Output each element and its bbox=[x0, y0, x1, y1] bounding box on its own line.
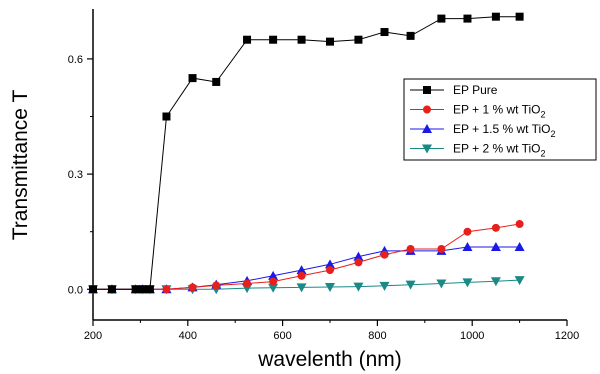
data-point bbox=[491, 223, 500, 232]
x-tick-label: 400 bbox=[179, 330, 197, 342]
data-point bbox=[107, 285, 116, 294]
data-point bbox=[462, 278, 473, 288]
data-point bbox=[89, 285, 97, 294]
legend-label: EP + 1.5 % wt TiO2 bbox=[453, 122, 556, 139]
data-point bbox=[423, 86, 431, 94]
data-point bbox=[514, 242, 525, 252]
data-point bbox=[269, 277, 278, 286]
data-point bbox=[353, 251, 364, 261]
data-point bbox=[162, 285, 171, 294]
y-tick-label: 0.6 bbox=[68, 54, 83, 66]
legend-label: EP + 2 % wt TiO2 bbox=[453, 142, 546, 159]
data-point bbox=[297, 35, 306, 44]
data-point bbox=[423, 105, 431, 114]
data-point bbox=[422, 144, 432, 154]
data-point bbox=[212, 281, 221, 290]
data-point bbox=[380, 28, 389, 37]
series-line bbox=[93, 279, 520, 290]
data-point bbox=[422, 124, 432, 133]
data-point bbox=[269, 35, 278, 44]
y-tick-label: 0.3 bbox=[68, 169, 83, 181]
axes: 200 400 600 800 1000 1200 0.0 0.3 0.6 bbox=[68, 9, 579, 342]
data-point bbox=[514, 276, 525, 286]
data-point bbox=[462, 242, 473, 252]
data-point bbox=[188, 283, 197, 292]
y-axis-title: Transmittance T bbox=[9, 90, 32, 241]
data-point bbox=[326, 37, 334, 46]
plot-area bbox=[88, 12, 525, 295]
data-point bbox=[354, 35, 363, 44]
data-point bbox=[406, 31, 415, 40]
data-point bbox=[515, 220, 524, 229]
x-axis-title: wavelenth (nm) bbox=[257, 348, 402, 371]
data-point bbox=[162, 112, 171, 121]
data-point bbox=[268, 270, 279, 280]
data-point bbox=[297, 271, 306, 280]
data-point bbox=[138, 285, 147, 294]
legend-item-3: EP + 1.5 % wt TiO2 bbox=[410, 122, 556, 139]
data-point bbox=[515, 12, 524, 21]
data-point bbox=[145, 285, 154, 294]
data-point bbox=[243, 35, 252, 44]
data-point bbox=[296, 265, 307, 275]
data-point bbox=[490, 277, 501, 287]
data-point bbox=[326, 266, 334, 275]
data-point bbox=[437, 14, 446, 23]
x-tick-label: 1000 bbox=[460, 330, 484, 342]
x-tick-label: 200 bbox=[84, 330, 102, 342]
data-point bbox=[325, 259, 335, 269]
data-point bbox=[406, 244, 415, 253]
data-point bbox=[436, 279, 447, 289]
series-1 bbox=[89, 12, 524, 294]
data-point bbox=[325, 282, 335, 292]
data-point bbox=[463, 227, 472, 236]
x-tick-label: 600 bbox=[273, 330, 291, 342]
data-point bbox=[437, 244, 446, 253]
legend-item-4: EP + 2 % wt TiO2 bbox=[410, 142, 546, 159]
data-point bbox=[353, 282, 364, 292]
data-point bbox=[380, 250, 389, 259]
legend-label: EP Pure bbox=[453, 83, 498, 97]
x-tick-label: 1200 bbox=[555, 330, 579, 342]
legend: EP Pure EP + 1 % wt TiO2 EP + 1.5 % wt TiO… bbox=[403, 78, 597, 161]
data-point bbox=[491, 12, 500, 21]
legend-item-2: EP + 1 % wt TiO2 bbox=[410, 103, 546, 120]
legend-label: EP + 1 % wt TiO2 bbox=[453, 103, 546, 120]
legend-item-1: EP Pure bbox=[410, 83, 498, 97]
data-point bbox=[379, 281, 390, 291]
data-point bbox=[296, 283, 307, 293]
series-line bbox=[93, 223, 520, 290]
data-point bbox=[490, 242, 501, 252]
data-point bbox=[268, 283, 279, 293]
legend-box bbox=[403, 78, 597, 161]
data-point bbox=[463, 14, 472, 23]
data-point bbox=[212, 77, 221, 86]
x-tick-label: 800 bbox=[368, 330, 386, 342]
data-point bbox=[188, 74, 197, 83]
data-point bbox=[243, 279, 252, 288]
data-point bbox=[354, 258, 363, 267]
data-point bbox=[131, 285, 140, 294]
y-tick-label: 0.0 bbox=[68, 284, 83, 296]
data-point bbox=[405, 280, 416, 290]
